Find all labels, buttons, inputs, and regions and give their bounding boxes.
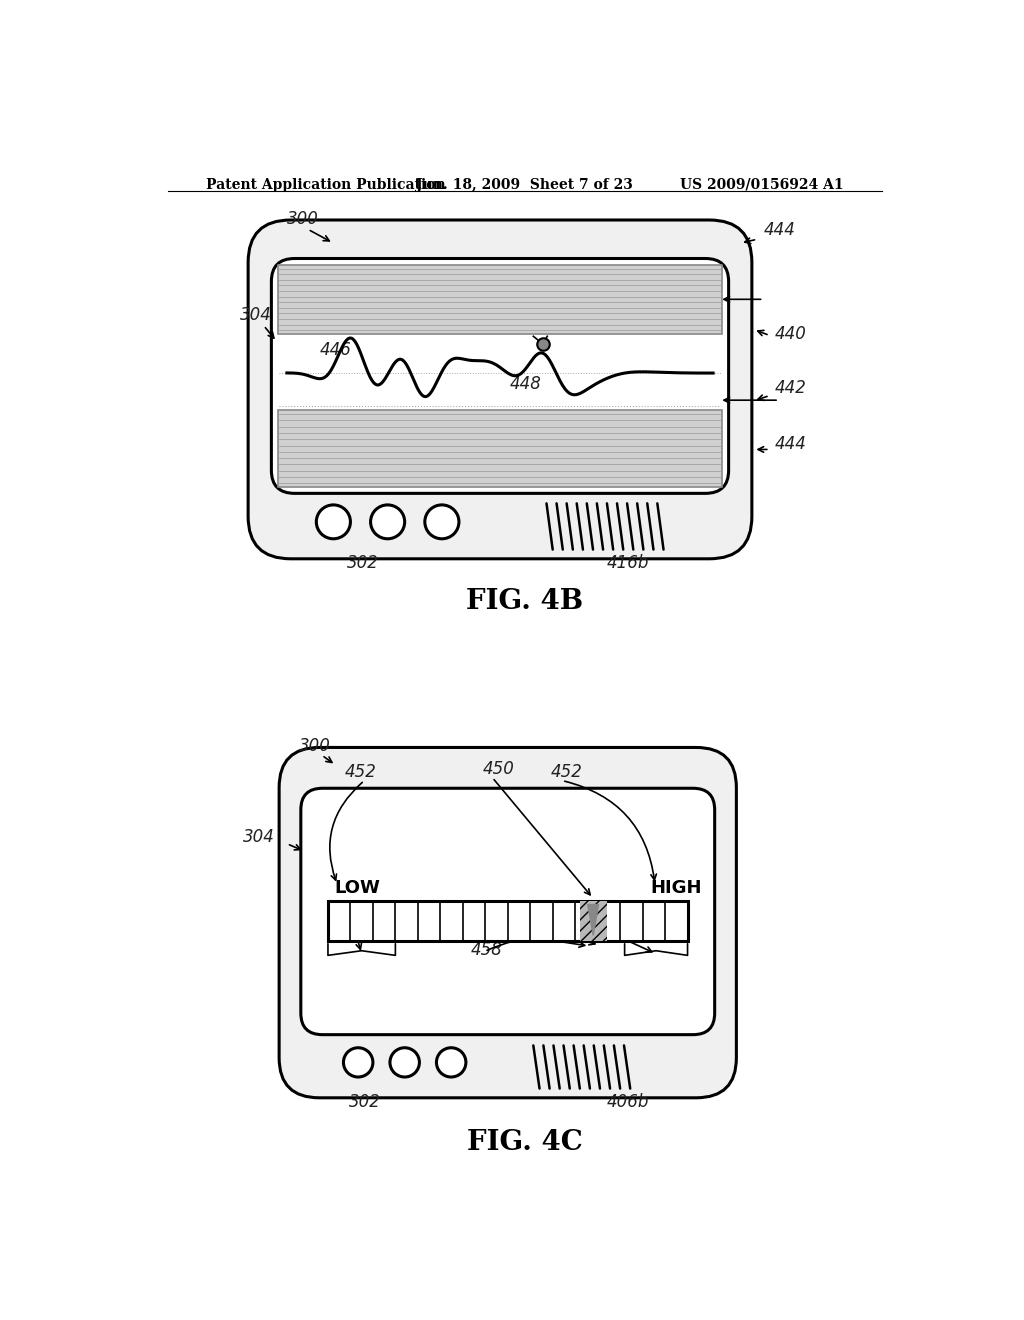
Circle shape	[390, 1048, 420, 1077]
Circle shape	[436, 1048, 466, 1077]
Text: 300: 300	[299, 738, 331, 755]
Bar	[278, 264, 722, 334]
Text: LOW: LOW	[334, 879, 380, 896]
Text: 440: 440	[775, 325, 807, 343]
Text: 444: 444	[775, 436, 807, 454]
Text: 452: 452	[345, 763, 377, 781]
Bar	[580, 902, 606, 941]
Circle shape	[425, 506, 459, 539]
FancyBboxPatch shape	[301, 788, 715, 1035]
Text: 450: 450	[483, 760, 515, 779]
Text: 442: 442	[775, 379, 807, 397]
Text: 406b: 406b	[607, 1093, 649, 1111]
FancyBboxPatch shape	[248, 220, 752, 558]
Circle shape	[343, 1048, 373, 1077]
Text: 452: 452	[550, 763, 583, 781]
Text: Patent Application Publication: Patent Application Publication	[206, 178, 445, 191]
Bar	[278, 411, 722, 487]
Text: 304: 304	[241, 306, 272, 325]
Text: 446: 446	[321, 341, 352, 359]
Text: HIGH: HIGH	[650, 879, 701, 896]
Text: 458: 458	[471, 941, 503, 960]
Circle shape	[371, 506, 404, 539]
Circle shape	[316, 506, 350, 539]
Text: 302: 302	[346, 554, 379, 572]
Text: 454: 454	[592, 919, 624, 936]
Text: 302: 302	[349, 1093, 381, 1111]
Text: US 2009/0156924 A1: US 2009/0156924 A1	[681, 178, 844, 191]
Text: Jun. 18, 2009  Sheet 7 of 23: Jun. 18, 2009 Sheet 7 of 23	[417, 178, 633, 191]
FancyBboxPatch shape	[271, 259, 729, 494]
Text: FIG. 4C: FIG. 4C	[467, 1129, 583, 1155]
FancyBboxPatch shape	[280, 747, 736, 1098]
Text: 448: 448	[509, 375, 541, 393]
Bar	[328, 902, 687, 941]
Text: 304: 304	[243, 828, 274, 846]
Text: 444: 444	[764, 222, 796, 239]
Polygon shape	[588, 904, 599, 936]
Text: 300: 300	[287, 210, 318, 228]
Text: 454: 454	[336, 919, 368, 936]
Text: FIG. 4B: FIG. 4B	[466, 589, 584, 615]
Text: 456: 456	[460, 919, 492, 936]
Text: 416b: 416b	[607, 554, 649, 572]
